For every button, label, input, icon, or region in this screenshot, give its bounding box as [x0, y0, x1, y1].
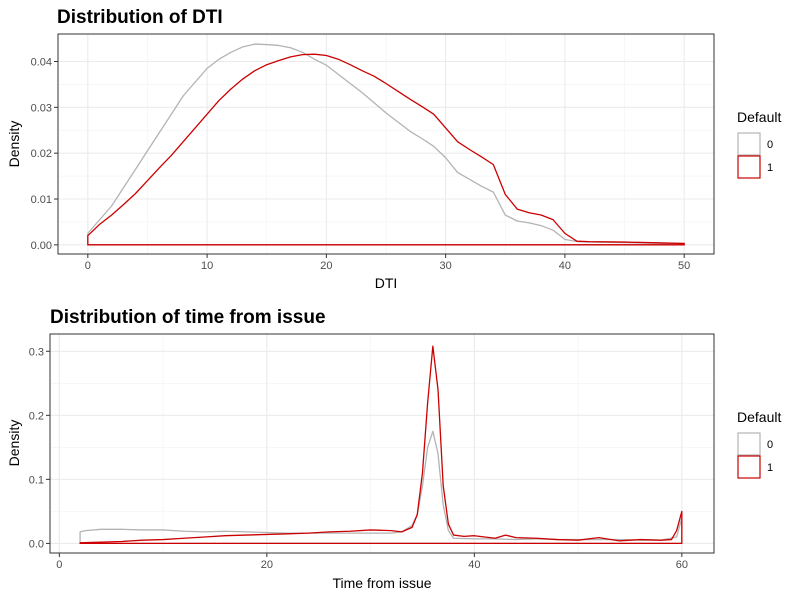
- chart-2-title: Distribution of time from issue: [50, 307, 326, 328]
- chart-1-density-default-1: [87, 53, 685, 246]
- chart-1-y-tick-label: 0.02: [31, 148, 52, 160]
- chart-1-x-tick-label: 20: [320, 260, 332, 272]
- chart-1-y-axis-title: Density: [6, 121, 22, 168]
- chart-2-x-tick-label: 20: [261, 559, 273, 571]
- chart-1-series: [87, 43, 685, 246]
- chart-1-x-tick-label: 50: [678, 260, 690, 272]
- chart-1-y-tick-label: 0.03: [31, 102, 52, 114]
- chart-2-y-tick-label: 0.3: [29, 346, 44, 358]
- chart-1-legend-key-0: [737, 132, 761, 156]
- chart-2-legend-key-0: [737, 432, 761, 456]
- chart-1-legend-label-0: 0: [767, 139, 773, 151]
- chart-2-y-axis: 0.0 0.1 0.2 0.3: [29, 346, 50, 550]
- chart-2-x-axis-title: Time from issue: [332, 575, 431, 591]
- chart-1-legend: Default 0 1: [737, 109, 781, 179]
- chart-2-legend-title: Default: [737, 409, 781, 425]
- chart-1-y-tick-label: 0.04: [31, 57, 52, 69]
- chart-1-y-tick-label: 0.00: [31, 240, 52, 252]
- chart-1-grid: [58, 34, 714, 254]
- chart-2-density-default-0: [79, 430, 683, 545]
- chart-1-legend-label-1: 1: [767, 162, 773, 174]
- chart-2-x-tick-label: 0: [56, 559, 62, 571]
- chart-1-y-tick-label: 0.01: [31, 194, 52, 206]
- chart-2-x-tick-label: 40: [468, 559, 480, 571]
- chart-1-x-axis-title: DTI: [375, 275, 398, 291]
- chart-1-x-tick-label: 0: [85, 260, 91, 272]
- chart-1-y-axis: 0.00 0.01 0.02 0.03 0.04: [31, 57, 58, 252]
- chart-2-legend-label-1: 1: [767, 462, 773, 474]
- chart-1-density-default-0: [87, 43, 685, 246]
- chart-2-panel-border: [49, 333, 715, 554]
- chart-2-series: [79, 345, 683, 545]
- chart-1-legend-title: Default: [737, 109, 781, 125]
- chart-2-grid: [50, 334, 714, 553]
- chart-1-x-tick-label: 30: [440, 260, 452, 272]
- chart-1-x-tick-label: 40: [559, 260, 571, 272]
- chart-2-density-default-1: [79, 345, 683, 545]
- chart-2-y-tick-label: 0.2: [29, 410, 44, 422]
- chart-2-legend-key-1: [737, 455, 761, 479]
- chart-1-panel-border: [57, 33, 715, 255]
- chart-2-y-tick-label: 0.1: [29, 474, 44, 486]
- chart-2-y-axis-title: Density: [6, 420, 22, 467]
- chart-2-x-axis: 0 20 40 60: [56, 553, 688, 571]
- chart-2-legend-label-0: 0: [767, 439, 773, 451]
- chart-1-x-tick-label: 10: [201, 260, 213, 272]
- chart-2-y-tick-label: 0.0: [29, 538, 44, 550]
- chart-2-legend: Default 0 1: [737, 409, 781, 479]
- chart-1-title: Distribution of DTI: [57, 7, 223, 28]
- chart-2-x-tick-label: 60: [676, 559, 688, 571]
- chart-1-legend-key-1: [737, 155, 761, 179]
- chart-1-x-axis: 0 10 20 30 40 50: [85, 254, 690, 272]
